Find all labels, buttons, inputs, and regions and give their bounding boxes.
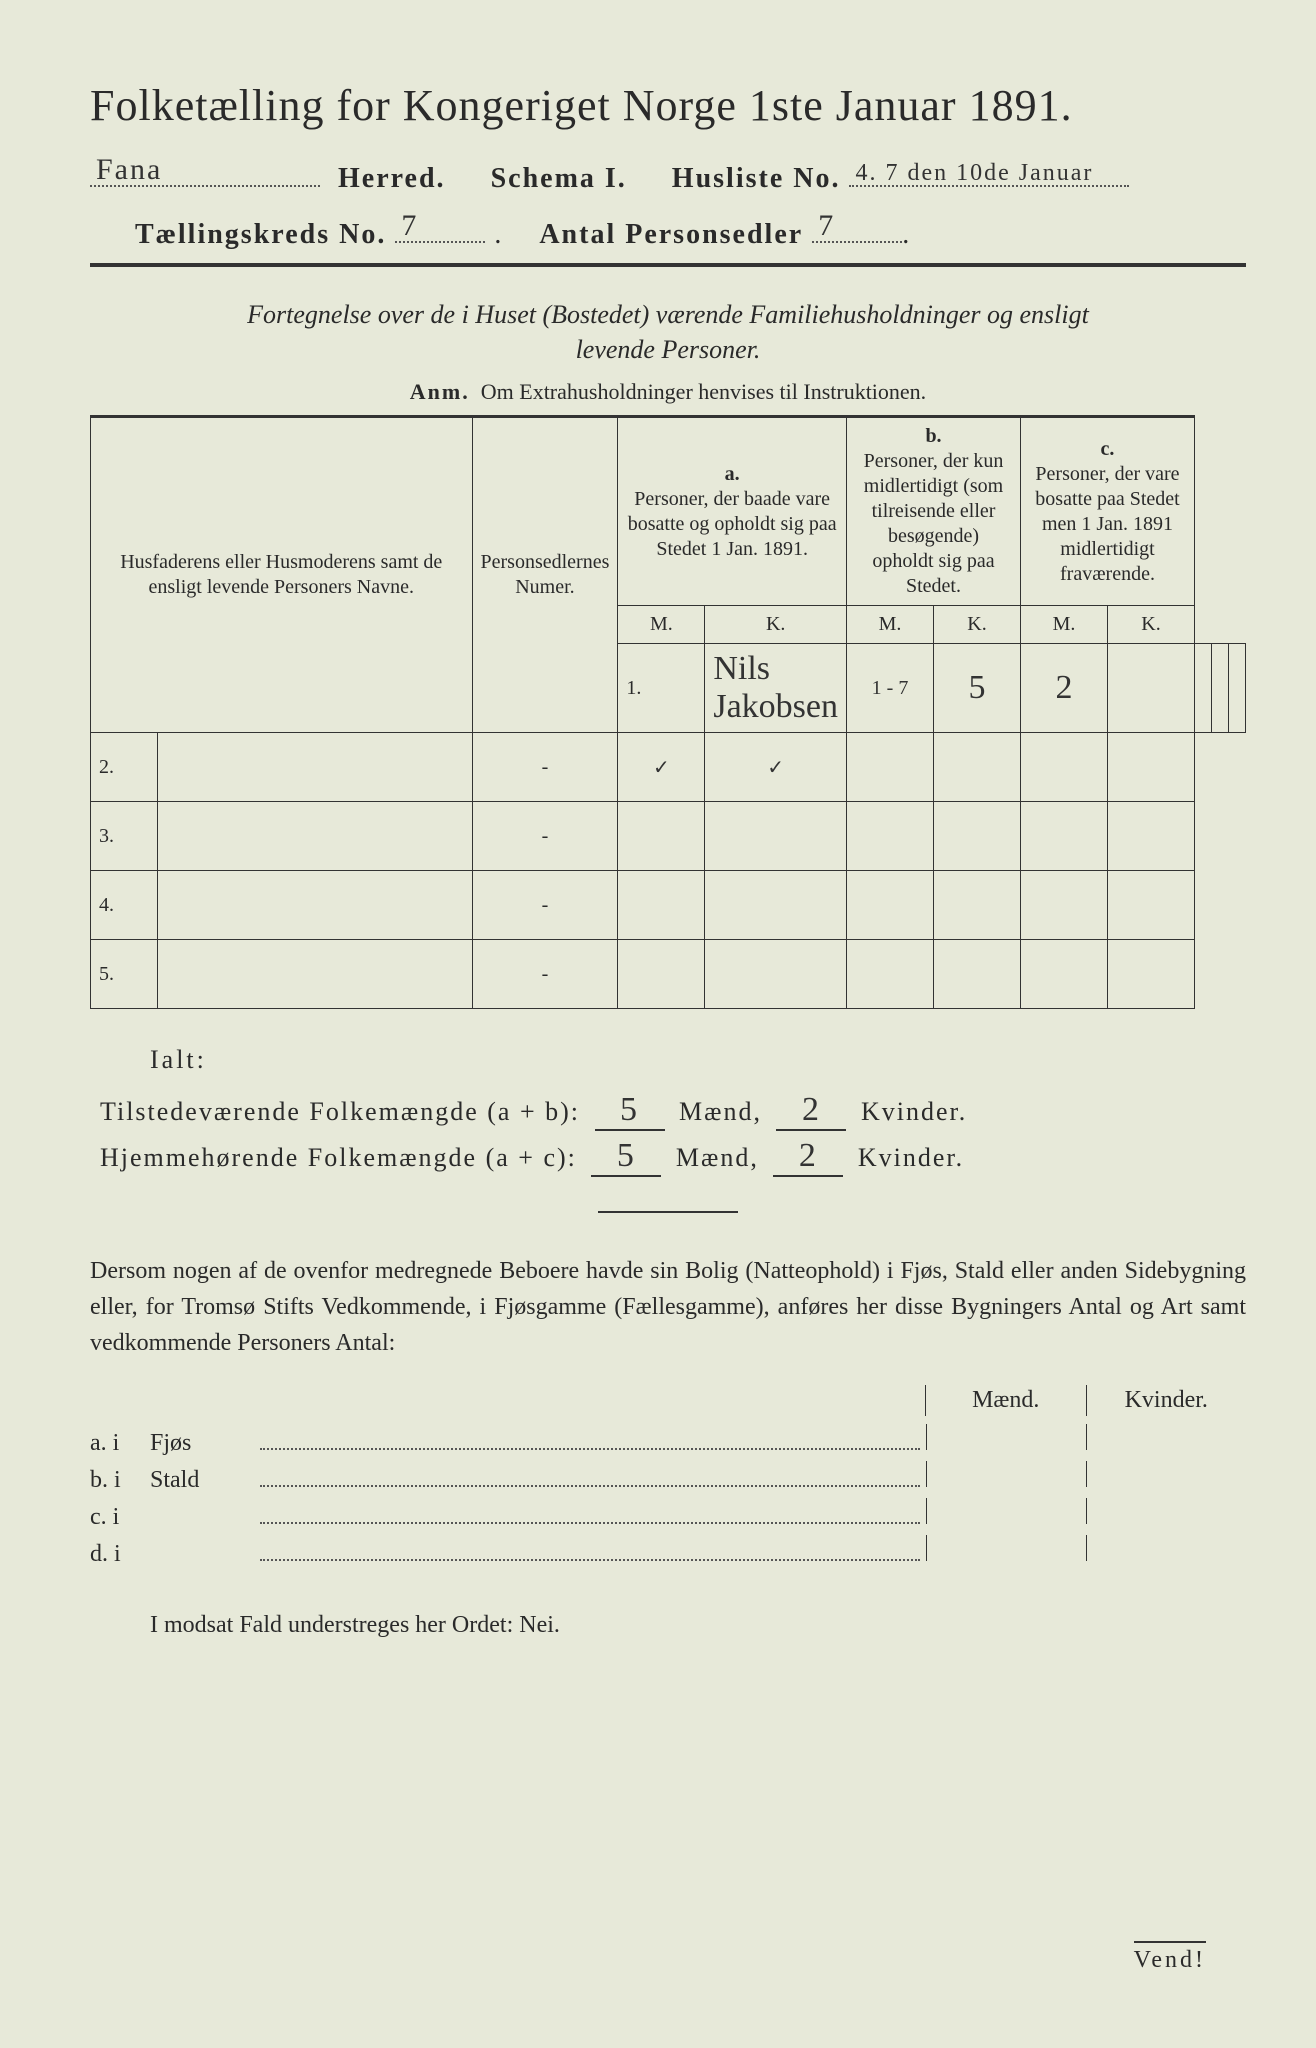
header-line-2: Tællingskreds No. 7 . Antal Personsedler… xyxy=(90,213,1246,251)
nei-line: I modsat Fald understreges her Ordet: Ne… xyxy=(150,1612,1246,1639)
t1-label: Tilstedeværende Folkemængde (a + b): xyxy=(100,1097,580,1126)
antal-label: Antal Personsedler xyxy=(539,219,803,250)
kreds-field: 7 xyxy=(395,213,485,243)
col-name: Husfaderens eller Husmoderens samt de en… xyxy=(91,417,473,733)
schema-label: Schema I. xyxy=(491,163,627,194)
row-am: 5 xyxy=(969,669,986,706)
antal-field: 7 xyxy=(812,213,902,243)
table-row: 2. - ✓ ✓ xyxy=(91,733,1246,802)
maend-word: Mænd, xyxy=(676,1143,759,1172)
kvinder-word: Kvinder. xyxy=(861,1097,967,1126)
maend-word: Mænd, xyxy=(679,1097,762,1126)
byg-lbl: b. i xyxy=(90,1467,150,1494)
subtitle: Fortegnelse over de i Huset (Bostedet) v… xyxy=(90,297,1246,367)
row-num: - xyxy=(472,940,618,1009)
sidebyg-row: c. i xyxy=(90,1498,1246,1531)
table-header-row-1: Husfaderens eller Husmoderens samt de en… xyxy=(91,417,1246,606)
row-cm xyxy=(1021,733,1108,802)
row-n: 1. xyxy=(618,644,705,733)
t2-m: 5 xyxy=(617,1137,636,1174)
t2-label: Hjemmehørende Folkemængde (a + c): xyxy=(100,1143,577,1172)
byg-lbl: c. i xyxy=(90,1504,150,1531)
husliste-value: 4. 7 den 10de Januar xyxy=(855,160,1093,187)
row-ck xyxy=(1108,733,1195,802)
anm-text: Om Extrahusholdninger henvises til Instr… xyxy=(481,379,926,404)
t2-k: 2 xyxy=(799,1137,818,1174)
row-n: 4. xyxy=(91,871,158,940)
byg-lbl: a. i xyxy=(90,1430,150,1457)
byg-lbl: d. i xyxy=(90,1541,150,1568)
col-b: b. Personer, der kun midlertidigt (som t… xyxy=(847,417,1021,606)
kreds-label: Tællingskreds No. xyxy=(135,219,386,250)
row-ak: ✓ xyxy=(767,757,784,779)
col-c: c. Personer, der vare bosatte paa Stedet… xyxy=(1021,417,1195,606)
anm-line: Anm. Om Extrahusholdninger henvises til … xyxy=(90,379,1246,405)
row-bk xyxy=(934,733,1021,802)
dotted-line xyxy=(260,1471,920,1487)
row-name xyxy=(158,733,473,802)
kvinder-word: Kvinder. xyxy=(858,1143,964,1172)
dotted-line xyxy=(260,1545,920,1561)
table-row: 4. - xyxy=(91,871,1246,940)
a-m: M. xyxy=(618,606,705,644)
main-table: Husfaderens eller Husmoderens samt de en… xyxy=(90,415,1246,1009)
sidebyg-row: d. i xyxy=(90,1535,1246,1568)
a-k: K. xyxy=(705,606,847,644)
row-bk xyxy=(1195,644,1212,733)
subtitle-2: levende Personer. xyxy=(576,335,761,364)
sidebyg-m: Mænd. xyxy=(926,1385,1086,1416)
col-a: a. Personer, der baade vare bosatte og o… xyxy=(618,417,847,606)
row-am: ✓ xyxy=(653,757,670,779)
t1-k: 2 xyxy=(802,1091,821,1128)
c-k: K. xyxy=(1108,606,1195,644)
row-num: - xyxy=(472,802,618,871)
antal-value: 7 xyxy=(818,209,835,243)
sidebyg-row: b. i Stald xyxy=(90,1461,1246,1494)
sidebyg-header: Mænd. Kvinder. xyxy=(90,1385,1246,1416)
row-n: 5. xyxy=(91,940,158,1009)
table-row: 5. - xyxy=(91,940,1246,1009)
page-title: Folketælling for Kongeriget Norge 1ste J… xyxy=(90,80,1246,131)
col-num: Personsedlernes Numer. xyxy=(472,417,618,733)
dotted-line xyxy=(260,1508,920,1524)
kreds-value: 7 xyxy=(401,209,418,243)
sidebyg-row: a. i Fjøs xyxy=(90,1424,1246,1457)
row-num: 1 - 7 xyxy=(872,677,909,699)
row-num: - xyxy=(472,733,618,802)
row-n: 2. xyxy=(91,733,158,802)
byg-word: Stald xyxy=(150,1467,260,1494)
row-ck xyxy=(1229,644,1246,733)
sidebyg-k: Kvinder. xyxy=(1086,1385,1247,1416)
row-n: 3. xyxy=(91,802,158,871)
header-line-1: Fana Herred. Schema I. Husliste No. 4. 7… xyxy=(90,157,1246,195)
rule-thick xyxy=(90,263,1246,267)
row-bm xyxy=(847,733,934,802)
table-row: 3. - xyxy=(91,802,1246,871)
subtitle-1: Fortegnelse over de i Huset (Bostedet) v… xyxy=(247,300,1089,329)
herred-label: Herred. xyxy=(338,163,446,194)
husliste-field: 4. 7 den 10de Januar xyxy=(849,157,1129,187)
row-ak: 2 xyxy=(1056,669,1073,706)
row-name: Nils Jakobsen xyxy=(713,650,838,725)
totals-line-2: Hjemmehørende Folkemængde (a + c): 5 Mæn… xyxy=(100,1137,1246,1177)
b-m: M. xyxy=(847,606,934,644)
t1-m: 5 xyxy=(620,1091,639,1128)
herred-value: Fana xyxy=(96,153,162,187)
row-num: - xyxy=(472,871,618,940)
anm-label: Anm. xyxy=(410,379,470,404)
census-form-page: Folketælling for Kongeriget Norge 1ste J… xyxy=(0,0,1316,2048)
byg-word: Fjøs xyxy=(150,1430,260,1457)
b-k: K. xyxy=(934,606,1021,644)
vend-label: Vend! xyxy=(1134,1941,1206,1974)
row-bm xyxy=(1108,644,1195,733)
totals-line-1: Tilstedeværende Folkemængde (a + b): 5 M… xyxy=(100,1091,1246,1131)
sidebyg-paragraph: Dersom nogen af de ovenfor medregnede Be… xyxy=(90,1253,1246,1361)
herred-field: Fana xyxy=(90,157,320,187)
ialt-label: Ialt: xyxy=(150,1045,1246,1075)
dotted-line xyxy=(260,1434,920,1450)
row-cm xyxy=(1212,644,1229,733)
small-rule xyxy=(598,1211,738,1213)
husliste-label: Husliste No. xyxy=(672,163,841,194)
c-m: M. xyxy=(1021,606,1108,644)
